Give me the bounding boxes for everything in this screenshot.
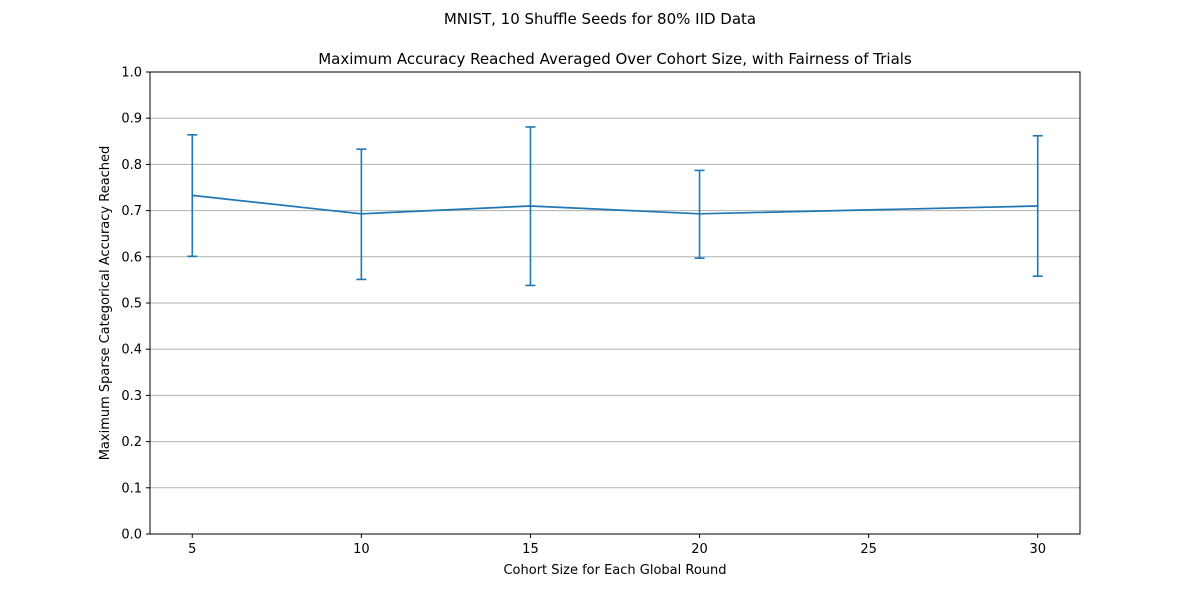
x-tick-label: 10 — [353, 542, 370, 557]
y-tick-label: 0.4 — [121, 343, 142, 358]
x-axis-ticks: 5 10 15 20 25 30 — [188, 534, 1046, 557]
y-tick-label: 0.8 — [121, 158, 142, 173]
y-tick-label: 0.6 — [121, 250, 142, 265]
y-tick-label: 1.0 — [121, 66, 142, 81]
grid-lines — [150, 117, 1080, 489]
chart-title: Maximum Accuracy Reached Averaged Over C… — [318, 50, 912, 68]
x-tick-label: 15 — [522, 542, 539, 557]
y-axis-label: Maximum Sparse Categorical Accuracy Reac… — [98, 146, 113, 461]
x-tick-label: 20 — [691, 542, 708, 557]
y-axis-ticks: 0.0 0.1 0.2 0.3 0.4 0.5 0.6 0.7 0.8 0.9 1.0 — [121, 66, 150, 543]
x-tick-label: 25 — [860, 542, 877, 557]
series-layer — [187, 126, 1043, 287]
y-tick-label: 0.5 — [121, 297, 142, 312]
x-tick-label: 5 — [188, 542, 196, 557]
figure-suptitle: MNIST, 10 Shuffle Seeds for 80% IID Data — [444, 10, 756, 28]
y-tick-label: 0.0 — [121, 528, 142, 543]
y-tick-label: 0.2 — [121, 435, 142, 450]
y-tick-label: 0.3 — [121, 389, 142, 404]
y-tick-label: 0.9 — [121, 112, 142, 127]
x-tick-label: 30 — [1029, 542, 1046, 557]
y-tick-label: 0.7 — [121, 204, 142, 219]
x-axis-label: Cohort Size for Each Global Round — [503, 563, 726, 578]
y-tick-label: 0.1 — [121, 481, 142, 496]
